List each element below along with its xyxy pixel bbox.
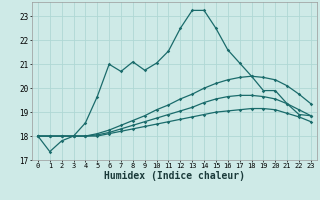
X-axis label: Humidex (Indice chaleur): Humidex (Indice chaleur) [104, 171, 245, 181]
